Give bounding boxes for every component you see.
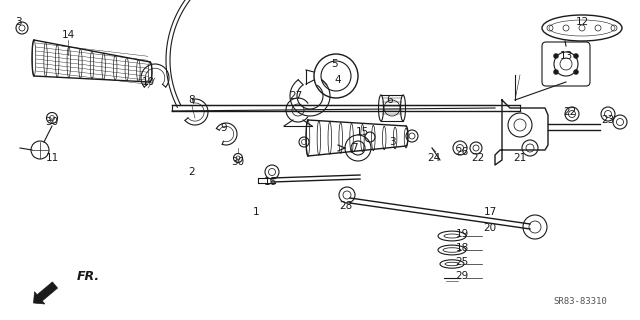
Text: 16: 16 — [264, 177, 276, 187]
Circle shape — [573, 69, 579, 75]
Text: 11: 11 — [45, 153, 59, 163]
Text: 15: 15 — [355, 127, 369, 137]
Text: 18: 18 — [456, 243, 468, 253]
Circle shape — [554, 69, 559, 75]
Polygon shape — [33, 282, 58, 304]
Text: 30: 30 — [232, 157, 244, 167]
Text: 25: 25 — [456, 257, 468, 267]
Text: 21: 21 — [513, 153, 527, 163]
Text: 22: 22 — [563, 107, 577, 117]
Text: 28: 28 — [339, 201, 353, 211]
Text: 1: 1 — [253, 207, 259, 217]
Text: 14: 14 — [61, 30, 75, 40]
Text: 19: 19 — [456, 229, 468, 239]
Circle shape — [573, 53, 579, 59]
Text: 2: 2 — [189, 167, 195, 177]
Text: 3: 3 — [388, 137, 396, 147]
Text: 10: 10 — [141, 77, 155, 87]
Text: 24: 24 — [428, 153, 440, 163]
Text: 4: 4 — [335, 75, 341, 85]
Text: 22: 22 — [472, 153, 484, 163]
Text: 13: 13 — [559, 51, 573, 61]
Text: 3: 3 — [15, 17, 21, 27]
Text: 30: 30 — [45, 117, 59, 127]
Text: 5: 5 — [331, 59, 337, 69]
Text: 17: 17 — [483, 207, 497, 217]
Circle shape — [554, 53, 559, 59]
Text: 20: 20 — [483, 223, 497, 233]
Text: 7: 7 — [351, 143, 357, 153]
Text: FR.: FR. — [77, 270, 100, 284]
Text: SR83-83310: SR83-83310 — [553, 298, 607, 307]
Text: 26: 26 — [456, 147, 468, 157]
Text: 9: 9 — [221, 123, 227, 133]
Text: 6: 6 — [387, 95, 394, 105]
Text: 27: 27 — [289, 91, 303, 101]
Text: 23: 23 — [602, 115, 614, 125]
Text: 12: 12 — [575, 17, 589, 27]
Text: 29: 29 — [456, 271, 468, 281]
Text: 8: 8 — [189, 95, 195, 105]
